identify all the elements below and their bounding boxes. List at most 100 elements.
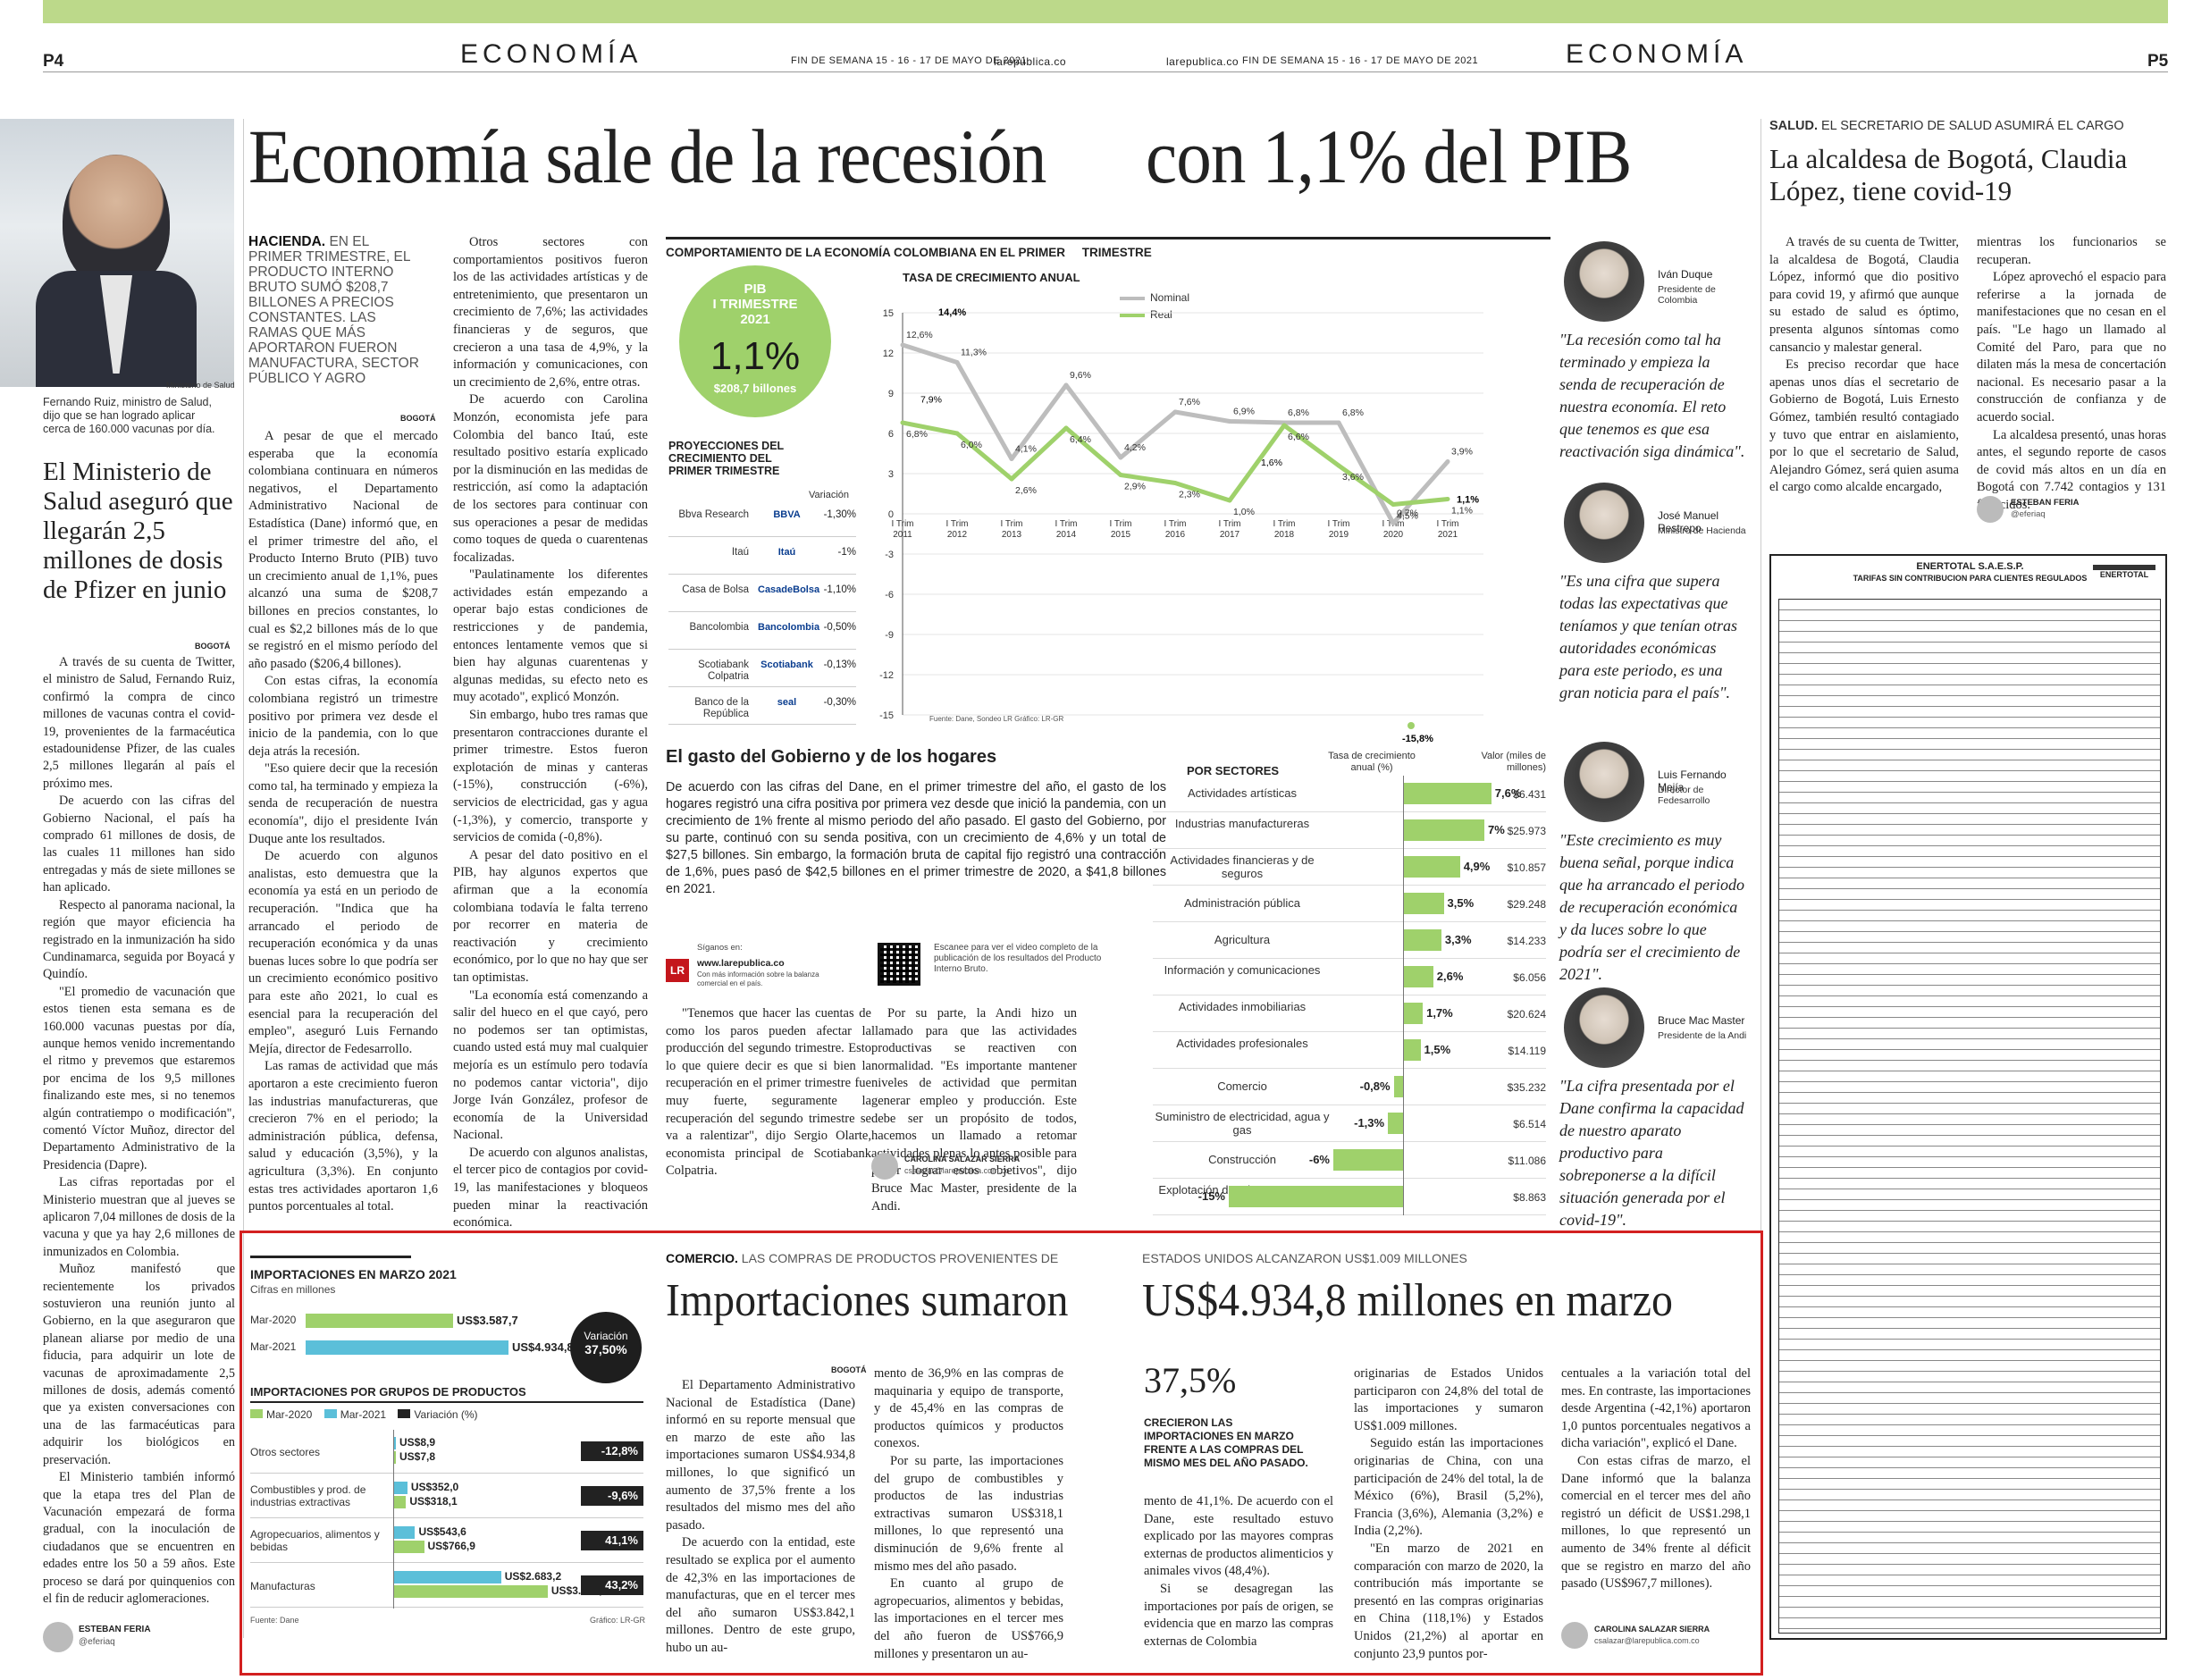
group-bar-2021 bbox=[393, 1496, 407, 1508]
projection-divider bbox=[668, 611, 856, 612]
paragraph: mientras los funcionarios se recuperan. bbox=[1977, 235, 2166, 267]
deck-text: LAS COMPRAS DE PRODUCTOS PROVENIENTES DE bbox=[741, 1251, 1059, 1265]
sectors-col1: Tasa de crecimiento anual (%) bbox=[1328, 751, 1416, 773]
ad-subtitle: TARIFAS SIN CONTRIBUCION PARA CLIENTES R… bbox=[1853, 574, 2088, 583]
real-value-label: 2,3% bbox=[1179, 490, 1200, 500]
speaker-name: José Manuel Restrepo bbox=[1658, 509, 1719, 534]
series-point bbox=[1009, 457, 1014, 461]
sector-pct-label: 4,9% bbox=[1463, 860, 1491, 873]
speaker-quote: "La cifra presentada por el Dane confirm… bbox=[1559, 1077, 1744, 1229]
speaker-title: Director de Fedesarrollo bbox=[1658, 785, 1710, 806]
imports-chart-title: IMPORTACIONES EN MARZO 2021 bbox=[250, 1267, 457, 1281]
pib-line2: I TRIMESTRE bbox=[712, 297, 798, 312]
line-chart-title: TASA DE CRECIMIENTO ANUAL bbox=[903, 271, 1080, 284]
groups-credit: Gráfico: LR-GR bbox=[590, 1616, 646, 1625]
sector-divider bbox=[1153, 885, 1546, 886]
group-axis bbox=[393, 1430, 394, 1609]
series-line-nominal bbox=[902, 342, 1450, 525]
sector-name: Comercio bbox=[1217, 1079, 1267, 1093]
paragraph: Con estas cifras, la economía colombiana… bbox=[248, 674, 438, 759]
series-point bbox=[1227, 419, 1232, 424]
series-point bbox=[1118, 473, 1123, 477]
deck-text: EN EL PRIMER TRIMESTRE, EL PRODUCTO INTE… bbox=[248, 234, 419, 386]
speaker-portrait bbox=[1564, 241, 1644, 322]
sector-divider bbox=[1153, 921, 1546, 922]
top-color-band bbox=[43, 0, 2168, 23]
sectors-bar-chart: Actividades artísticas 7,6% $6.431 Industri… bbox=[1153, 776, 1546, 1222]
series-point bbox=[1445, 497, 1450, 501]
speaker-name: Bruce Mac Master bbox=[1658, 1014, 1745, 1027]
groups-source: Fuente: Dane bbox=[250, 1616, 299, 1625]
paragraph: Las cifras reportadas por el Ministerio … bbox=[43, 1175, 235, 1259]
group-label-2020: US$543,6 bbox=[418, 1525, 466, 1538]
legend-2021: Mar-2021 bbox=[340, 1408, 387, 1421]
sector-zero-axis bbox=[1403, 776, 1404, 1215]
sector-pct-label: 3,3% bbox=[1444, 933, 1472, 946]
sector-bar bbox=[1403, 1003, 1424, 1024]
y-tick-label: 15 bbox=[883, 308, 894, 319]
y-tick-label: -12 bbox=[879, 670, 894, 681]
enertotal-ad: ENERTOTAL S.A.E.S.P. TARIFAS SIN CONTRIB… bbox=[1769, 554, 2167, 1640]
sub-headline: El gasto del Gobierno y de los hogares bbox=[666, 747, 997, 767]
imports-col1: El Departamento Administrativo Nacional … bbox=[666, 1377, 855, 1658]
pib-line1: PIB bbox=[744, 281, 767, 297]
groups-legend: Mar-2020 Mar-2021 Variación (%) bbox=[250, 1408, 478, 1421]
projection-bank: Casa de Bolsa bbox=[682, 584, 749, 595]
paragraph: "Paulatinamente los diferentes actividad… bbox=[453, 567, 648, 705]
sector-divider bbox=[1153, 848, 1546, 849]
projection-bank: Itaú bbox=[731, 547, 749, 558]
nominal-value-label: 6,8% bbox=[1342, 407, 1364, 418]
sector-bar bbox=[1388, 1113, 1403, 1134]
sector-pct-label: 3,5% bbox=[1447, 896, 1475, 910]
x-tick-year: 2021 bbox=[1438, 530, 1458, 540]
projection-bank: Bbva Research bbox=[678, 509, 749, 520]
date-right: FIN DE SEMANA 15 - 16 - 17 DE MAYO DE 20… bbox=[1242, 55, 1479, 66]
sectors-col2: Valor (miles de millones) bbox=[1481, 751, 1546, 773]
group-bar-2020 bbox=[393, 1526, 416, 1539]
speaker-title: Presidente de Colombia bbox=[1658, 284, 1716, 306]
paragraph: De acuerdo con la entidad, este resultad… bbox=[666, 1535, 855, 1655]
nominal-value-label: 11,3% bbox=[961, 348, 987, 358]
x-tick-year: 2015 bbox=[1111, 530, 1131, 540]
main-headline-left: Economía sale de la recesión bbox=[248, 113, 1046, 199]
legend-real-label: Real bbox=[1150, 308, 1172, 321]
group-divider bbox=[250, 1473, 643, 1474]
author-name: ESTEBAN FERIA bbox=[79, 1625, 151, 1634]
imports-total-chart: Mar-2020 US$3.587,7 Mar-2021 US$4.934,8 bbox=[250, 1309, 574, 1372]
legend-nominal-label: Nominal bbox=[1150, 291, 1190, 304]
paragraph: mento de 41,1%. De acuerdo con el Dane, … bbox=[1144, 1494, 1333, 1579]
speaker-title: Presidente de la Andi bbox=[1658, 1030, 1747, 1041]
pib-label: PIB I TRIMESTRE 2021 bbox=[679, 281, 831, 327]
paragraph: mento de 36,9% en las compras de maquina… bbox=[874, 1366, 1063, 1451]
group-label-2020: US$8,9 bbox=[399, 1436, 436, 1449]
trough-point bbox=[1408, 722, 1415, 729]
series-point bbox=[954, 431, 960, 436]
sector-value: $35.232 bbox=[1507, 1081, 1546, 1094]
sector-bar bbox=[1403, 819, 1484, 841]
series-point bbox=[1445, 459, 1450, 464]
series-point bbox=[1281, 423, 1287, 428]
paragraph: Las ramas de actividad que más aportaron… bbox=[248, 1059, 438, 1214]
promo-site[interactable]: www.larepublica.co bbox=[697, 958, 785, 969]
sector-divider bbox=[1153, 1031, 1546, 1032]
author-handle: @eferiaq bbox=[79, 1637, 115, 1647]
qr-code[interactable] bbox=[878, 943, 920, 986]
pib-line3: 2021 bbox=[740, 312, 770, 327]
sector-value: $14.119 bbox=[1508, 1045, 1547, 1057]
sector-value: $25.973 bbox=[1507, 825, 1546, 837]
chart-top-rule bbox=[666, 237, 1550, 239]
series-point bbox=[1063, 425, 1069, 431]
trough-label: -15,8% bbox=[1402, 734, 1433, 744]
sector-name: Industrias manufactureras bbox=[1174, 817, 1310, 830]
projection-value: -1% bbox=[837, 547, 856, 558]
group-variation: 43,2% bbox=[581, 1575, 643, 1595]
imports-author: CAROLINA SALAZAR SIERRA bbox=[1594, 1625, 1710, 1634]
sector-bar bbox=[1403, 783, 1492, 804]
group-bar-2020 bbox=[393, 1437, 396, 1449]
series-point bbox=[1336, 463, 1341, 468]
projection-logo: BBVA bbox=[773, 509, 801, 520]
sector-bar bbox=[1403, 929, 1441, 951]
sector-bar bbox=[1333, 1149, 1403, 1171]
group-name: Otros sectores bbox=[250, 1446, 321, 1458]
sector-divider bbox=[1153, 1178, 1546, 1179]
